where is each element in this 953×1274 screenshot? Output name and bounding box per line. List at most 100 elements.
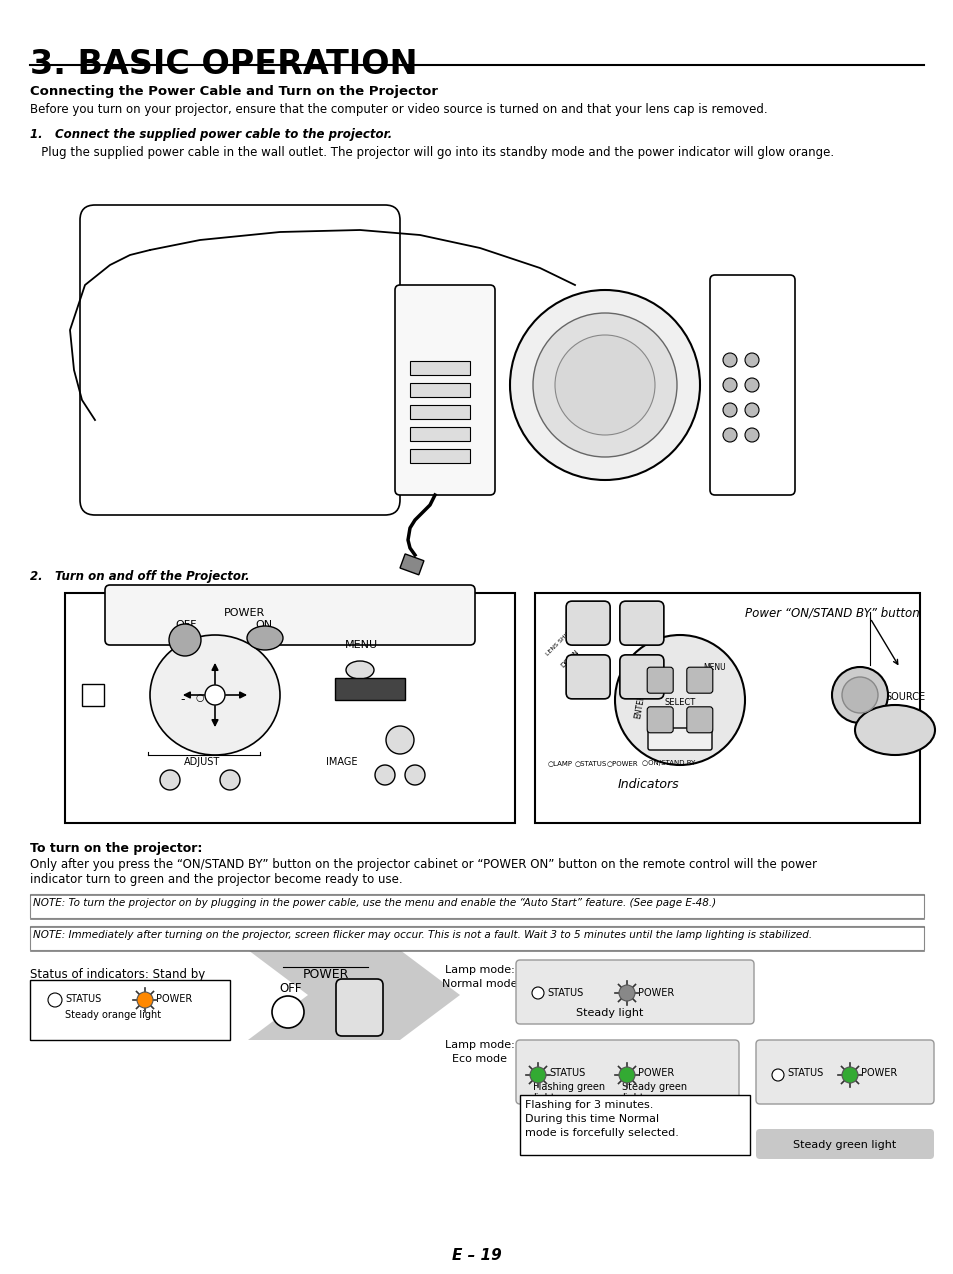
Circle shape [841,676,877,713]
Text: Eco mode: Eco mode [452,1054,507,1064]
Text: Steady light: Steady light [576,1008,643,1018]
Circle shape [510,290,700,480]
Circle shape [137,992,152,1008]
Text: light: light [621,1093,643,1103]
Text: Lamp mode:: Lamp mode: [445,964,515,975]
Text: -: - [180,693,185,706]
Circle shape [220,769,240,790]
Bar [410,383,470,397]
Text: ○STATUS: ○STATUS [575,761,607,766]
Circle shape [831,668,887,724]
Text: LEFT: LEFT [566,605,582,620]
Ellipse shape [150,634,280,755]
Text: MENU: MENU [345,640,377,650]
Circle shape [532,987,543,999]
Text: 1.   Connect the supplied power cable to the projector.: 1. Connect the supplied power cable to t… [30,127,392,141]
FancyBboxPatch shape [395,285,495,496]
Bar [335,678,405,699]
Text: Lamp mode:: Lamp mode: [445,1040,515,1050]
FancyBboxPatch shape [516,1040,739,1105]
Text: POWER: POWER [156,994,193,1004]
Circle shape [386,726,414,754]
Bar [30,980,230,1040]
Circle shape [160,769,180,790]
Bar [410,361,470,375]
Text: Only after you press the “ON/STAND BY” button on the projector cabinet or “POWER: Only after you press the “ON/STAND BY” b… [30,857,816,871]
FancyBboxPatch shape [646,707,673,733]
Bar [535,592,919,823]
Text: 3. BASIC OPERATION: 3. BASIC OPERATION [30,48,417,82]
Polygon shape [248,950,459,1040]
Text: BS: BS [88,697,98,706]
Circle shape [722,378,737,392]
Circle shape [744,378,759,392]
Text: MENU: MENU [703,662,725,671]
Text: To turn on the projector:: To turn on the projector: [30,842,202,855]
Circle shape [744,428,759,442]
Text: POWER: POWER [861,1068,897,1078]
Ellipse shape [346,661,374,679]
Circle shape [618,1068,635,1083]
FancyBboxPatch shape [755,1129,933,1159]
Text: Power “ON/STAND BY” button: Power “ON/STAND BY” button [744,606,919,620]
FancyBboxPatch shape [105,585,475,645]
Text: Steady green light: Steady green light [793,1140,896,1150]
Circle shape [722,353,737,367]
Text: ○POWER: ○POWER [606,761,638,766]
Text: Steady orange light: Steady orange light [65,1010,161,1020]
Text: SELECT: SELECT [663,698,695,707]
Text: ADJUST: ADJUST [184,757,220,767]
Bar [30,926,923,950]
Bar [410,427,470,441]
FancyBboxPatch shape [619,601,663,645]
Text: Flashing for 3 minutes.: Flashing for 3 minutes. [524,1099,653,1110]
Text: CANCEL: CANCEL [661,735,698,744]
Text: ADDRESS: ADDRESS [353,682,386,687]
Circle shape [722,403,737,417]
Bar [65,592,515,823]
Text: Status of indicators: Stand by: Status of indicators: Stand by [30,968,205,981]
Circle shape [744,403,759,417]
Text: POWER: POWER [302,968,349,981]
Text: AUTO
ADJUST: AUTO ADJUST [881,722,912,741]
FancyBboxPatch shape [516,961,753,1024]
Bar [410,405,470,419]
Text: IMAGE: IMAGE [326,757,357,767]
Bar [30,894,923,919]
FancyBboxPatch shape [647,727,711,750]
Text: Normal mode: Normal mode [442,978,517,989]
FancyBboxPatch shape [755,1040,933,1105]
FancyBboxPatch shape [619,655,663,699]
Text: ○: ○ [195,693,204,703]
Text: OFF: OFF [174,620,196,631]
Ellipse shape [854,705,934,755]
Text: STATUS: STATUS [65,994,101,1004]
Text: ON: ON [341,982,359,995]
Text: 2.   Turn on and off the Projector.: 2. Turn on and off the Projector. [30,569,250,583]
Text: UP: UP [650,605,659,612]
Text: STATUS: STATUS [786,1068,822,1078]
Text: mode is forcefully selected.: mode is forcefully selected. [524,1127,679,1138]
Circle shape [530,1068,545,1083]
FancyBboxPatch shape [565,655,610,699]
Text: light: light [533,1093,554,1103]
Circle shape [272,996,304,1028]
Text: Indicators: Indicators [617,778,679,791]
Circle shape [555,335,655,434]
Text: ○ON/STAND BY: ○ON/STAND BY [641,761,695,766]
Text: Before you turn on your projector, ensure that the computer or video source is t: Before you turn on your projector, ensur… [30,103,767,116]
Text: Steady green: Steady green [621,1082,686,1092]
Ellipse shape [247,626,283,650]
Circle shape [205,685,225,705]
Text: POWER: POWER [224,608,265,618]
FancyBboxPatch shape [646,668,673,693]
Text: POWER: POWER [638,1068,674,1078]
Text: NOTE: Immediately after turning on the projector, screen flicker may occur. This: NOTE: Immediately after turning on the p… [33,930,811,940]
Bar [519,1094,749,1156]
Bar [410,448,470,462]
Circle shape [771,1069,783,1082]
Text: DOWN: DOWN [559,648,579,669]
Text: indicator turn to green and the projector become ready to use.: indicator turn to green and the projecto… [30,873,402,885]
Text: ON: ON [254,620,272,631]
Text: RIGHT: RIGHT [650,645,669,665]
